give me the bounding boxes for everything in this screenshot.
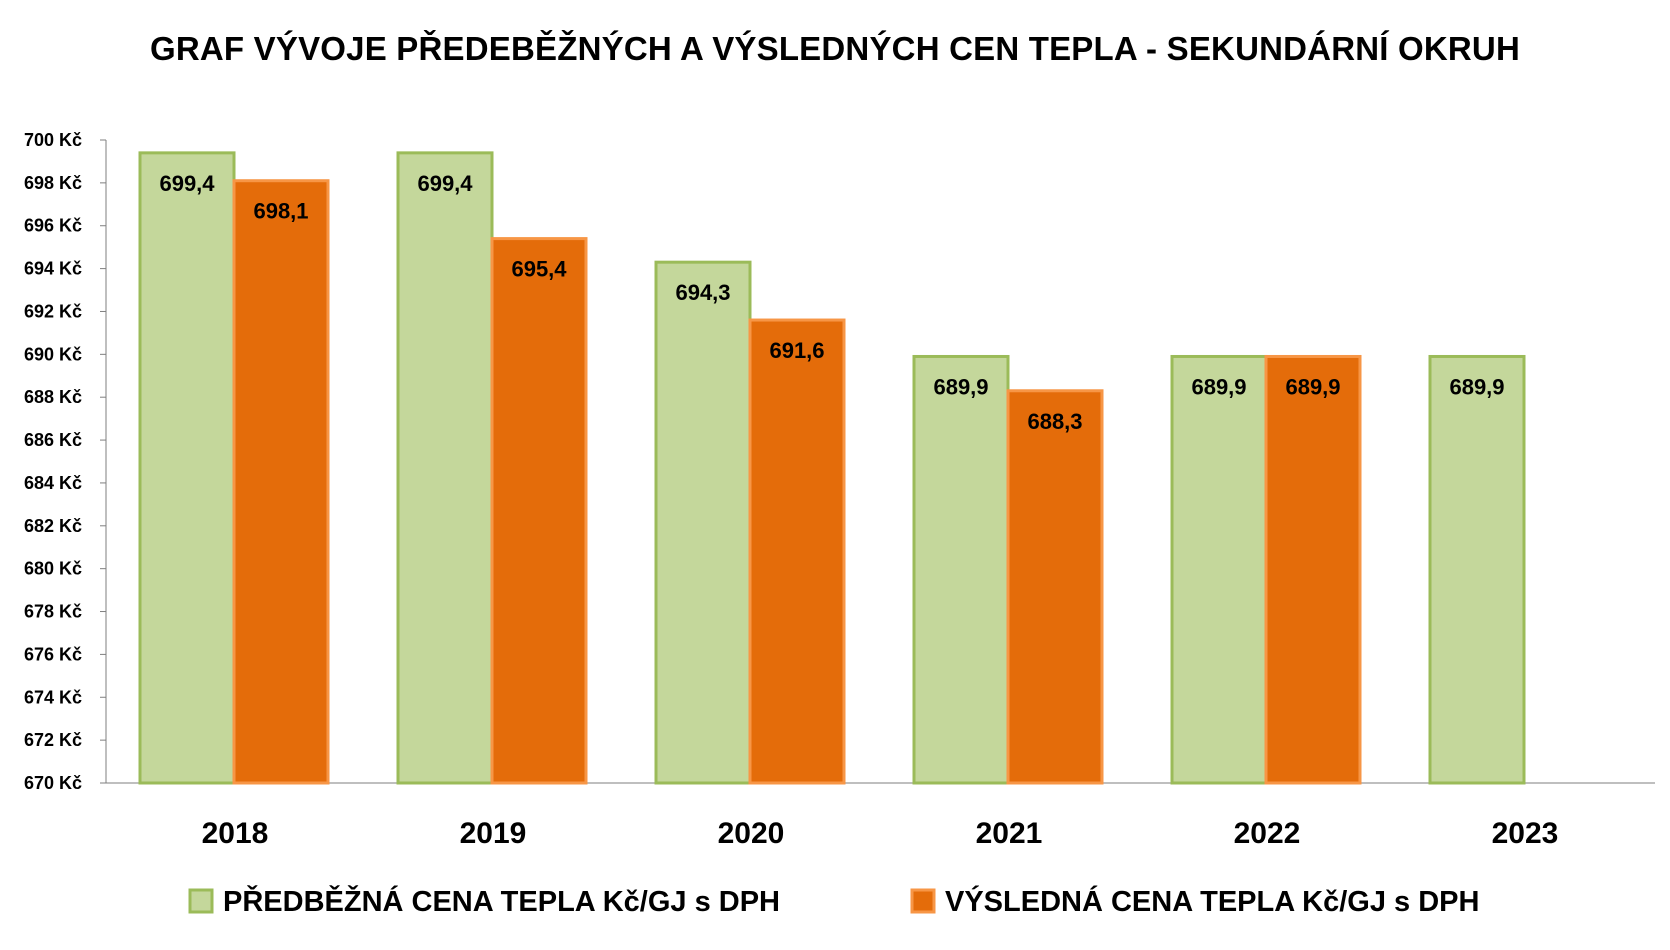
data-label: 689,9 <box>1191 374 1246 399</box>
preliminary-bar <box>138 151 236 785</box>
y-tick-label: 672 Kč <box>24 730 82 750</box>
final-bar <box>748 318 846 785</box>
legend-swatch-final <box>910 888 936 914</box>
y-tick-label: 694 Kč <box>24 259 82 279</box>
data-label: 694,3 <box>675 280 730 305</box>
legend-label-preliminary: PŘEDBĚŽNÁ CENA TEPLA Kč/GJ s DPH <box>223 884 780 918</box>
x-axis: 2018 2019 2020 2021 2022 2023 <box>106 782 1655 850</box>
data-label: 689,9 <box>1449 374 1504 399</box>
y-tick-label: 680 Kč <box>24 559 82 579</box>
data-label: 699,4 <box>159 171 215 196</box>
x-tick-label: 2022 <box>1234 817 1301 850</box>
y-tick-label: 674 Kč <box>24 687 82 707</box>
legend-label-final: VÝSLEDNÁ CENA TEPLA Kč/GJ s DPH <box>945 884 1479 918</box>
y-tick-label: 698 Kč <box>24 173 82 193</box>
x-tick-label: 2018 <box>202 817 269 850</box>
x-tick-label: 2019 <box>460 817 527 850</box>
data-labels: 699,4 699,4 694,3 689,9 689,9 689,9 698,1 695,4… <box>159 171 1504 434</box>
y-tick-label: 670 Kč <box>24 773 82 793</box>
preliminary-bar <box>654 260 752 785</box>
preliminary-bar <box>912 354 1010 785</box>
legend: PŘEDBĚŽNÁ CENA TEPLA Kč/GJ s DPH VÝSLEDNÁ… <box>188 884 1479 918</box>
x-tick-label: 2023 <box>1492 817 1559 850</box>
data-label: 698,1 <box>253 199 308 224</box>
data-label: 691,6 <box>769 338 824 363</box>
preliminary-bar <box>1170 354 1268 785</box>
y-tick-label: 686 Kč <box>24 430 82 450</box>
final-bar <box>1006 389 1104 785</box>
y-tick-label: 690 Kč <box>24 344 82 364</box>
y-tick-label: 692 Kč <box>24 301 82 321</box>
x-tick-label: 2020 <box>718 817 785 850</box>
preliminary-bar <box>1428 354 1526 785</box>
y-tick-label: 682 Kč <box>24 516 82 536</box>
y-tick-label: 684 Kč <box>24 473 82 493</box>
data-label: 699,4 <box>417 171 473 196</box>
final-bar <box>490 237 588 785</box>
y-axis: 670 Kč 672 Kč 674 Kč 676 Kč 678 Kč 680 Kč 682 … <box>24 130 107 793</box>
final-bar <box>232 179 330 785</box>
y-tick-label: 700 Kč <box>24 130 82 150</box>
y-tick-label: 678 Kč <box>24 602 82 622</box>
bars <box>138 151 1526 785</box>
data-label: 688,3 <box>1027 409 1082 434</box>
data-label: 695,4 <box>511 257 567 282</box>
final-bar <box>1264 354 1362 785</box>
data-label: 689,9 <box>933 374 988 399</box>
chart-title: GRAF VÝVOJE PŘEDEBĚŽNÝCH A VÝSLEDNÝCH CE… <box>149 30 1520 67</box>
y-tick-label: 676 Kč <box>24 644 82 664</box>
y-tick-label: 688 Kč <box>24 387 82 407</box>
x-tick-label: 2021 <box>976 817 1043 850</box>
legend-swatch-preliminary <box>188 888 214 914</box>
y-tick-label: 696 Kč <box>24 216 82 236</box>
data-label: 689,9 <box>1285 374 1340 399</box>
preliminary-bar <box>396 151 494 785</box>
